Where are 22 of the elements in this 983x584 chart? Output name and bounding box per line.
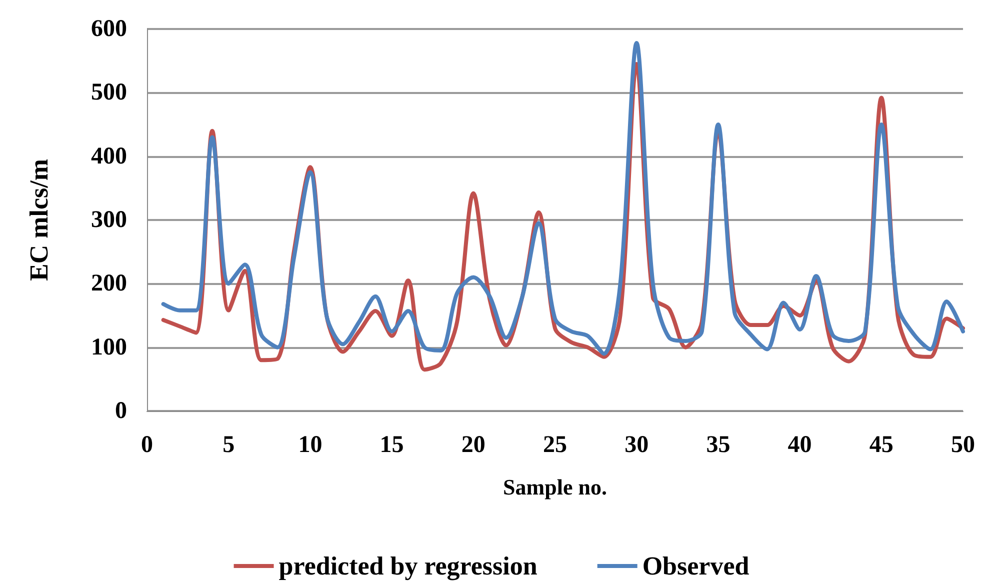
x-tick-label: 30 — [624, 432, 649, 458]
x-tick-label: 15 — [380, 432, 404, 458]
y-axis-title: EC mlcs/m — [24, 158, 54, 282]
y-tick-label: 100 — [91, 334, 127, 360]
x-tick-label: 20 — [461, 432, 486, 458]
y-tick-label: 600 — [91, 16, 127, 42]
x-tick-label: 5 — [222, 432, 235, 458]
y-tick-label: 0 — [115, 398, 127, 424]
x-tick-label: 50 — [951, 432, 975, 458]
x-tick-label: 40 — [788, 432, 812, 458]
y-tick-label: 300 — [91, 207, 127, 233]
y-tick-label: 200 — [91, 270, 127, 297]
x-tick-label: 0 — [141, 432, 153, 458]
x-tick-label: 35 — [706, 432, 730, 458]
y-tick-label: 500 — [91, 80, 127, 106]
legend-label: Observed — [642, 552, 750, 580]
legend-label: predicted by regression — [278, 552, 538, 580]
x-axis-title: Sample no. — [503, 474, 607, 500]
y-tick-label: 400 — [91, 143, 127, 170]
x-tick-label: 45 — [869, 432, 894, 458]
x-tick-label: 25 — [543, 432, 567, 458]
x-tick-label: 10 — [298, 432, 322, 458]
